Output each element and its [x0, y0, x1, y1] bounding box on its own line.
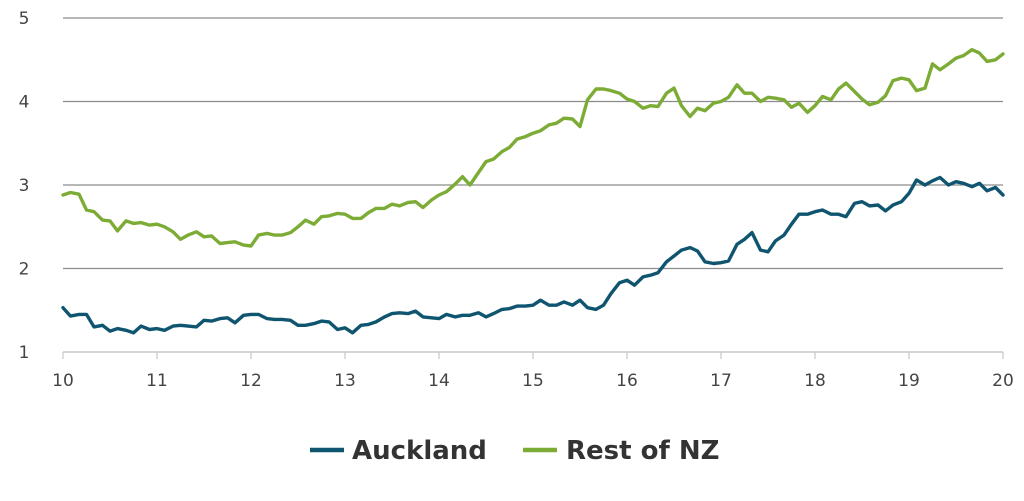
y-tick-label: 3 — [19, 176, 30, 196]
x-tick-label: 20 — [992, 371, 1014, 391]
y-tick-label: 5 — [19, 9, 30, 29]
y-tick-label: 2 — [19, 260, 30, 280]
x-tick-label: 19 — [898, 371, 920, 391]
x-tick-label: 10 — [52, 371, 74, 391]
x-axis: 10 11 12 13 14 15 16 17 18 19 20 — [52, 352, 1014, 391]
x-tick-label: 14 — [428, 371, 450, 391]
x-tick-label: 17 — [710, 371, 732, 391]
series-line-rest-of-nz — [61, 48, 1005, 248]
x-tick-label: 12 — [240, 371, 262, 391]
x-tick-label: 18 — [804, 371, 826, 391]
y-tick-label: 4 — [19, 93, 30, 113]
x-tick-label: 11 — [146, 371, 168, 391]
legend: Auckland Rest of NZ — [310, 436, 719, 466]
y-tick-label: 1 — [19, 343, 30, 363]
series-line-auckland — [61, 175, 1005, 335]
series-lines — [61, 48, 1005, 335]
y-axis: 1 2 3 4 5 — [19, 9, 30, 363]
x-tick-label: 15 — [522, 371, 544, 391]
legend-label: Rest of NZ — [566, 436, 719, 466]
gridlines — [63, 17, 1003, 353]
x-tick-label: 13 — [334, 371, 356, 391]
x-tick-label: 16 — [616, 371, 638, 391]
legend-label: Auckland — [352, 436, 487, 466]
